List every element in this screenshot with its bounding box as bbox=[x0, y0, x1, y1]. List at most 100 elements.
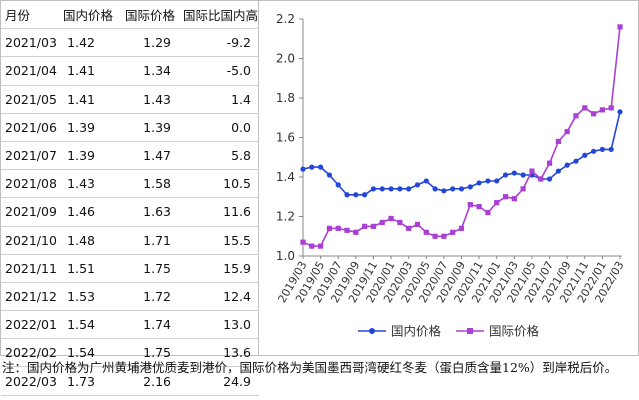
series-2-point bbox=[458, 225, 465, 231]
table-row: 2021/10 1.48 1.71 15.5 bbox=[1, 226, 259, 255]
cell-month: 2021/08 bbox=[1, 169, 63, 199]
cell-intl-vs-domestic: 15.9 bbox=[183, 254, 259, 283]
table-row: 2021/04 1.41 1.34 -5.0 bbox=[1, 56, 259, 86]
series-1-point bbox=[582, 152, 588, 158]
series-1-point bbox=[441, 188, 447, 194]
series-2-point bbox=[353, 229, 359, 235]
header-domestic-price: 国内价格 bbox=[63, 1, 125, 30]
cell-intl-price: 1.58 bbox=[125, 169, 183, 199]
series-2-point bbox=[476, 204, 482, 210]
series-1-point bbox=[467, 184, 473, 190]
table-row: 2021/11 1.51 1.75 15.9 bbox=[1, 254, 259, 283]
table-row: 2021/06 1.39 1.39 0.0 bbox=[1, 113, 259, 142]
cell-intl-vs-domestic: -5.0 bbox=[183, 56, 259, 86]
cell-domestic-price: 1.42 bbox=[63, 28, 125, 58]
header-intl-vs-domestic: 国际比国内高 bbox=[183, 1, 259, 30]
cell-month: 2021/07 bbox=[1, 141, 63, 171]
price-line-chart: 1.01.21.41.61.82.02.22019/032019/052019/… bbox=[275, 12, 626, 339]
cell-domestic-price: 1.53 bbox=[63, 282, 125, 312]
cell-intl-vs-domestic: 10.5 bbox=[183, 169, 259, 199]
cell-intl-price: 1.29 bbox=[125, 28, 183, 58]
cell-intl-price: 1.71 bbox=[125, 226, 183, 255]
series-2-point bbox=[441, 233, 447, 239]
series-1-point bbox=[300, 166, 306, 172]
series-1-point bbox=[511, 170, 517, 176]
price-table: 月份 国内价格 国际价格 国际比国内高 2021/03 1.42 1.29 -9.2 2… bbox=[1, 1, 259, 396]
y-tick-label: 1.2 bbox=[276, 210, 295, 224]
cell-intl-vs-domestic: 12.4 bbox=[183, 282, 259, 312]
series-2-point bbox=[326, 225, 333, 231]
series-2-point bbox=[370, 223, 377, 229]
series-1-point bbox=[590, 148, 597, 154]
series-2-point bbox=[590, 111, 597, 117]
cell-intl-vs-domestic: 13.6 bbox=[183, 338, 259, 368]
series-1-point bbox=[388, 186, 394, 192]
series-1-point bbox=[326, 172, 333, 178]
cell-month: 2021/09 bbox=[1, 197, 63, 227]
cell-month: 2022/01 bbox=[1, 310, 63, 340]
y-tick-label: 2.2 bbox=[276, 12, 295, 26]
series-1-point bbox=[520, 172, 526, 178]
cell-intl-price: 1.75 bbox=[125, 338, 183, 368]
series-1-point bbox=[599, 146, 605, 152]
cell-intl-vs-domestic: -9.2 bbox=[183, 28, 259, 58]
cell-month: 2021/04 bbox=[1, 56, 63, 86]
cell-intl-vs-domestic: 11.6 bbox=[183, 197, 259, 227]
table-row: 2021/03 1.42 1.29 -9.2 bbox=[1, 28, 259, 58]
series-2-point bbox=[309, 243, 315, 249]
series-1-point bbox=[502, 172, 509, 178]
table-row: 2021/08 1.43 1.58 10.5 bbox=[1, 169, 259, 199]
series-line-1 bbox=[302, 111, 621, 196]
y-tick-label: 1.0 bbox=[276, 249, 295, 263]
series-2-point bbox=[608, 105, 614, 111]
cell-domestic-price: 1.41 bbox=[63, 85, 125, 114]
cell-intl-vs-domestic: 1.4 bbox=[183, 85, 259, 114]
cell-domestic-price: 1.51 bbox=[63, 254, 125, 283]
cell-intl-vs-domestic: 24.9 bbox=[183, 366, 259, 396]
series-1-point bbox=[318, 164, 324, 170]
series-1-point bbox=[476, 180, 482, 186]
cell-domestic-price: 1.43 bbox=[63, 169, 125, 199]
cell-month: 2022/03 bbox=[1, 366, 63, 396]
table-row: 2022/01 1.54 1.74 13.0 bbox=[1, 310, 259, 340]
series-2-point bbox=[546, 160, 553, 166]
table-row: 2021/07 1.39 1.47 5.8 bbox=[1, 141, 259, 171]
cell-intl-vs-domestic: 15.5 bbox=[183, 226, 259, 255]
cell-domestic-price: 1.46 bbox=[63, 197, 125, 227]
cell-intl-price: 1.75 bbox=[125, 254, 183, 283]
series-line-2 bbox=[302, 26, 621, 247]
series-2-point bbox=[467, 202, 473, 208]
series-2-point bbox=[529, 168, 535, 174]
cell-intl-price: 2.16 bbox=[125, 366, 183, 396]
table-row: 2021/05 1.41 1.43 1.4 bbox=[1, 85, 259, 114]
y-tick-label: 1.4 bbox=[276, 170, 295, 184]
series-1-point bbox=[370, 186, 377, 192]
legend-marker-2 bbox=[467, 328, 473, 334]
series-1-point bbox=[458, 186, 465, 192]
series-2-point bbox=[388, 215, 394, 222]
footnote: 注：国内价格为广州黄埔港优质麦到港价，国际价格为美国墨西哥湾硬红冬麦（蛋白质含量… bbox=[2, 360, 618, 375]
series-2-point bbox=[582, 105, 588, 111]
series-1-point bbox=[608, 146, 614, 152]
y-tick-label: 1.8 bbox=[276, 91, 295, 105]
series-2-point bbox=[432, 233, 438, 239]
table-header-row: 月份 国内价格 国际价格 国际比国内高 bbox=[1, 1, 259, 30]
series-2-point bbox=[564, 128, 570, 135]
table-row: 2022/02 1.54 1.75 13.6 bbox=[1, 338, 259, 368]
table-row: 2021/09 1.46 1.63 11.6 bbox=[1, 197, 259, 227]
series-2-point bbox=[573, 113, 579, 119]
price-table-panel: 月份 国内价格 国际价格 国际比国内高 2021/03 1.42 1.29 -9.2 2… bbox=[1, 1, 259, 396]
cell-intl-price: 1.43 bbox=[125, 85, 183, 114]
series-2-point bbox=[362, 223, 368, 229]
cell-domestic-price: 1.41 bbox=[63, 56, 125, 86]
cell-domestic-price: 1.54 bbox=[63, 310, 125, 340]
series-1-point bbox=[564, 162, 570, 168]
cell-intl-price: 1.74 bbox=[125, 310, 183, 340]
series-1-point bbox=[362, 192, 368, 198]
cell-intl-price: 1.39 bbox=[125, 113, 183, 142]
series-1-point bbox=[494, 178, 500, 184]
series-2-point bbox=[344, 227, 350, 233]
series-2-point bbox=[397, 219, 403, 226]
cell-domestic-price: 1.39 bbox=[63, 113, 125, 142]
